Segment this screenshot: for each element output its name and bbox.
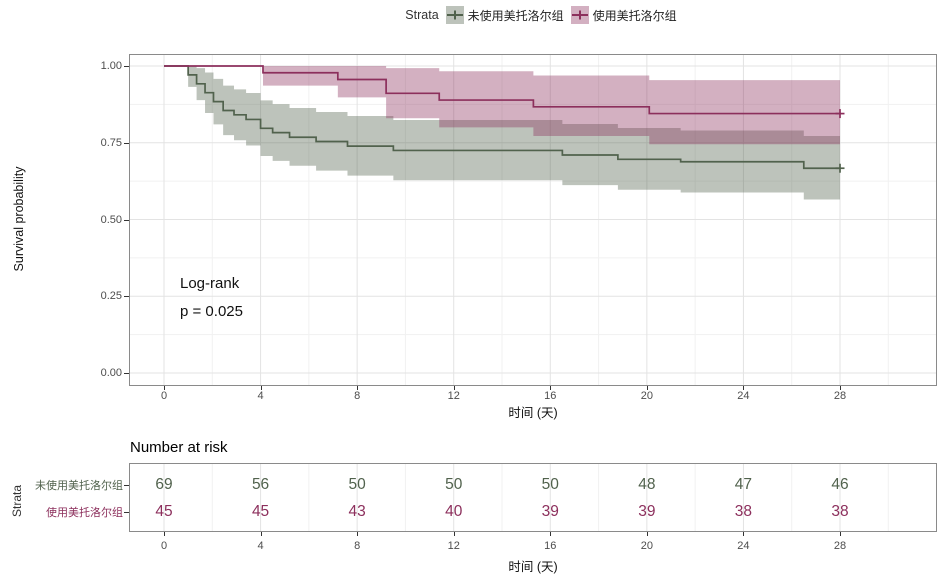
risk-count: 45	[155, 503, 173, 520]
survival-plot-panel	[129, 54, 937, 386]
risk-x-tick-label: 24	[737, 540, 750, 552]
y-tick-mark	[124, 296, 129, 298]
x-tick-label: 4	[257, 390, 264, 402]
risk-x-tick-label: 28	[833, 540, 847, 552]
legend-title: Strata	[405, 8, 439, 22]
x-axis-title: 时间 (天)	[508, 406, 558, 420]
legend-label-group2: 使用美托洛尔组	[592, 8, 677, 23]
risk-count: 46	[831, 476, 849, 493]
x-tick-mark	[260, 386, 262, 390]
survival-curves	[129, 54, 937, 386]
risk-x-tick-mark	[260, 532, 262, 536]
logrank-label: Log-rank	[180, 275, 240, 292]
x-tick-label: 16	[544, 390, 557, 402]
risk-x-tick-label: 0	[160, 540, 168, 552]
risk-count: 43	[348, 503, 366, 520]
y-tick-mark	[124, 66, 129, 67]
legend-item-group1: 未使用美托洛尔组	[445, 6, 564, 24]
y-tick-label: 0.50	[100, 213, 122, 226]
risk-x-tick-label: 4	[257, 540, 264, 552]
risk-x-tick-mark	[164, 532, 165, 536]
risk-x-tick-label: 8	[354, 540, 361, 552]
x-tick-mark	[453, 386, 455, 390]
y-tick-label: 1.00	[100, 60, 122, 72]
risk-table-panel	[129, 463, 937, 532]
legend-item-group2: 使用美托洛尔组	[570, 6, 677, 24]
risk-strata-axis-title: Strata	[10, 485, 24, 518]
x-tick-label: 12	[447, 390, 460, 402]
y-tick-mark	[124, 219, 129, 221]
legend: Strata 未使用美托洛尔组 使用美托洛尔组	[0, 6, 942, 24]
risk-count: 50	[541, 476, 559, 493]
risk-count: 38	[734, 503, 753, 520]
y-axis-title: Survival probability	[12, 166, 26, 272]
risk-count: 48	[638, 476, 656, 493]
risk-count: 39	[638, 503, 656, 520]
risk-x-tick-mark	[840, 532, 841, 536]
risk-count: 47	[734, 476, 753, 493]
x-tick-mark	[840, 386, 841, 390]
x-tick-mark	[550, 386, 552, 390]
risk-x-tick-mark	[743, 532, 745, 536]
risk-count: 40	[445, 503, 463, 520]
y-tick-label: 0.25	[100, 290, 122, 303]
y-tick-mark	[124, 373, 129, 374]
y-tick-mark	[124, 142, 129, 144]
risk-x-axis-title: 时间 (天)	[508, 560, 558, 574]
risk-x-tick-mark	[453, 532, 455, 536]
risk-x-tick-label: 20	[640, 540, 653, 552]
risk-count: 45	[251, 503, 270, 520]
risk-x-tick-mark	[357, 532, 359, 536]
risk-x-tick-label: 12	[447, 540, 460, 552]
risk-table-grid	[129, 463, 937, 532]
risk-row-tick-mark	[124, 512, 129, 513]
risk-count: 39	[541, 503, 559, 520]
pvalue-label: p = 0.025	[180, 303, 243, 320]
risk-count: 69	[155, 476, 173, 493]
risk-x-tick-mark	[646, 532, 648, 536]
y-tick-label: 0.00	[100, 367, 122, 379]
x-tick-label: 28	[833, 390, 847, 402]
x-tick-label: 24	[737, 390, 750, 402]
risk-x-tick-mark	[550, 532, 552, 536]
x-tick-mark	[164, 386, 165, 390]
risk-count: 50	[445, 476, 463, 493]
risk-x-tick-label: 16	[544, 540, 557, 552]
risk-table-title: Number at risk	[130, 439, 228, 456]
risk-count: 56	[251, 476, 270, 493]
x-tick-label: 0	[160, 390, 168, 402]
risk-row-label: 使用美托洛尔组	[46, 507, 123, 519]
x-tick-label: 8	[354, 390, 361, 402]
x-tick-mark	[743, 386, 745, 390]
x-tick-mark	[357, 386, 359, 390]
x-tick-mark	[646, 386, 648, 390]
risk-row-tick-mark	[124, 485, 129, 486]
risk-count: 50	[348, 476, 366, 493]
risk-row-label: 未使用美托洛尔组	[35, 480, 123, 492]
risk-count: 38	[831, 503, 849, 520]
x-tick-label: 20	[640, 390, 653, 402]
y-tick-label: 0.75	[100, 136, 122, 149]
legend-label-group1: 未使用美托洛尔组	[467, 8, 564, 23]
censor-plus-icon	[445, 6, 464, 24]
censor-plus-icon	[570, 6, 589, 24]
